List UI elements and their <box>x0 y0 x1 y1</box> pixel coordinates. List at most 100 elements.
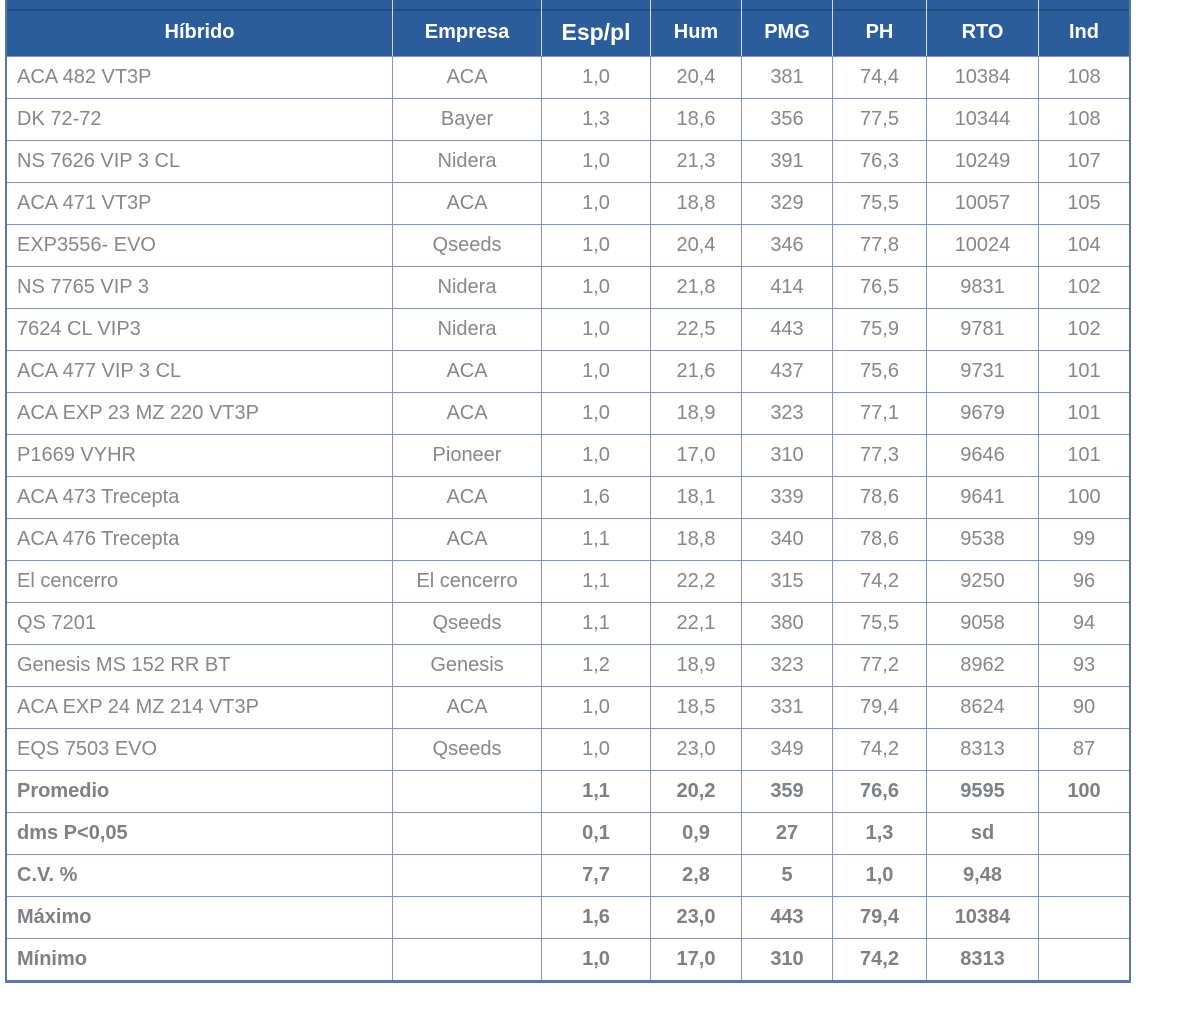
value-cell: 107 <box>1038 140 1130 183</box>
row-label-cell: NS 7626 VIP 3 CL <box>6 140 393 183</box>
row-label-cell: C.V. % <box>6 854 393 897</box>
value-cell: 17,0 <box>650 434 742 477</box>
value-cell <box>392 770 542 813</box>
value-cell: 1,6 <box>541 896 651 939</box>
value-cell: 1,0 <box>541 56 651 99</box>
row-label-cell: El cencerro <box>6 560 393 603</box>
value-cell: 94 <box>1038 602 1130 645</box>
row-label-cell: DK 72-72 <box>6 98 393 141</box>
table-header: Híbrido Empresa Esp/pl Hum PMG PH RTO Ind <box>6 0 1130 57</box>
table-row: ACA EXP 23 MZ 220 VT3P ACA 1,0 18,9 323 77,1 9… <box>6 392 1130 435</box>
value-cell: Bayer <box>392 98 542 141</box>
value-cell: 1,0 <box>541 350 651 393</box>
value-cell: 329 <box>741 182 833 225</box>
summary-row: C.V. % 7,7 2,8 5 1,0 9,48 <box>6 854 1130 897</box>
row-label-cell: 7624 CL VIP3 <box>6 308 393 351</box>
value-cell: 22,5 <box>650 308 742 351</box>
value-cell: 76,3 <box>832 140 927 183</box>
value-cell: 2,8 <box>650 854 742 897</box>
value-cell: 1,0 <box>541 308 651 351</box>
table-row: QS 7201 Qseeds 1,1 22,1 380 75,5 9058 94 <box>6 602 1130 645</box>
value-cell: 1,0 <box>541 266 651 309</box>
table-row: P1669 VYHR Pioneer 1,0 17,0 310 77,3 9646 101 <box>6 434 1130 477</box>
value-cell <box>1038 854 1130 897</box>
value-cell: 10384 <box>926 896 1039 939</box>
value-cell: 7,7 <box>541 854 651 897</box>
value-cell: 1,0 <box>541 140 651 183</box>
value-cell: 1,1 <box>541 770 651 813</box>
value-cell: ACA <box>392 518 542 561</box>
value-cell: 108 <box>1038 56 1130 99</box>
row-label-cell: P1669 VYHR <box>6 434 393 477</box>
value-cell: 1,1 <box>541 602 651 645</box>
table-row: ACA 476 Trecepta ACA 1,1 18,8 340 78,6 9538 99 <box>6 518 1130 561</box>
value-cell: 9,48 <box>926 854 1039 897</box>
table-container: Híbrido Empresa Esp/pl Hum PMG PH RTO Ind ACA 4… <box>5 0 1131 983</box>
value-cell: 75,9 <box>832 308 927 351</box>
value-cell: Pioneer <box>392 434 542 477</box>
column-header-pmg: PMG <box>741 0 833 57</box>
value-cell: 346 <box>741 224 833 267</box>
value-cell: 8313 <box>926 728 1039 771</box>
value-cell: 96 <box>1038 560 1130 603</box>
table-row: DK 72-72 Bayer 1,3 18,6 356 77,5 10344 108 <box>6 98 1130 141</box>
value-cell: 18,9 <box>650 644 742 687</box>
value-cell: 1,1 <box>541 560 651 603</box>
value-cell <box>1038 938 1130 982</box>
value-cell: Qseeds <box>392 728 542 771</box>
value-cell: 17,0 <box>650 938 742 982</box>
value-cell: 76,6 <box>832 770 927 813</box>
value-cell: 75,6 <box>832 350 927 393</box>
value-cell: 9595 <box>926 770 1039 813</box>
row-label-cell: EXP3556- EVO <box>6 224 393 267</box>
value-cell: 1,0 <box>541 728 651 771</box>
value-cell: 102 <box>1038 308 1130 351</box>
value-cell: 79,4 <box>832 896 927 939</box>
value-cell: 443 <box>741 308 833 351</box>
row-label-cell: ACA 477 VIP 3 CL <box>6 350 393 393</box>
value-cell: 23,0 <box>650 896 742 939</box>
value-cell: ACA <box>392 350 542 393</box>
row-label-cell: QS 7201 <box>6 602 393 645</box>
table-row: 7624 CL VIP3 Nidera 1,0 22,5 443 75,9 9781 102 <box>6 308 1130 351</box>
value-cell: 1,3 <box>541 98 651 141</box>
value-cell: 76,5 <box>832 266 927 309</box>
value-cell: 381 <box>741 56 833 99</box>
value-cell: 414 <box>741 266 833 309</box>
value-cell: 323 <box>741 644 833 687</box>
value-cell: Genesis <box>392 644 542 687</box>
value-cell: 101 <box>1038 392 1130 435</box>
value-cell: 10024 <box>926 224 1039 267</box>
value-cell: ACA <box>392 476 542 519</box>
table-row: ACA 471 VT3P ACA 1,0 18,8 329 75,5 10057 105 <box>6 182 1130 225</box>
value-cell <box>392 896 542 939</box>
value-cell: El cencerro <box>392 560 542 603</box>
value-cell: 9731 <box>926 350 1039 393</box>
value-cell: 18,8 <box>650 518 742 561</box>
value-cell: 340 <box>741 518 833 561</box>
value-cell: 99 <box>1038 518 1130 561</box>
value-cell: 77,8 <box>832 224 927 267</box>
table-row: NS 7765 VIP 3 Nidera 1,0 21,8 414 76,5 9831 102 <box>6 266 1130 309</box>
value-cell: ACA <box>392 182 542 225</box>
value-cell: 20,4 <box>650 56 742 99</box>
summary-row: dms P<0,05 0,1 0,9 27 1,3 sd <box>6 812 1130 855</box>
table-row: EXP3556- EVO Qseeds 1,0 20,4 346 77,8 10024 104 <box>6 224 1130 267</box>
table-row: EQS 7503 EVO Qseeds 1,0 23,0 349 74,2 8313 87 <box>6 728 1130 771</box>
value-cell: 77,5 <box>832 98 927 141</box>
value-cell: 8624 <box>926 686 1039 729</box>
table-row: ACA 477 VIP 3 CL ACA 1,0 21,6 437 75,6 9731 101 <box>6 350 1130 393</box>
column-header-hum: Hum <box>650 0 742 57</box>
value-cell: 90 <box>1038 686 1130 729</box>
value-cell: 380 <box>741 602 833 645</box>
table-row: El cencerro El cencerro 1,1 22,2 315 74,2 9250… <box>6 560 1130 603</box>
value-cell: 77,3 <box>832 434 927 477</box>
value-cell: 9679 <box>926 392 1039 435</box>
value-cell: 1,0 <box>541 434 651 477</box>
value-cell: 78,6 <box>832 518 927 561</box>
value-cell: 87 <box>1038 728 1130 771</box>
row-label-cell: Promedio <box>6 770 393 813</box>
value-cell: 22,2 <box>650 560 742 603</box>
value-cell: 77,2 <box>832 644 927 687</box>
value-cell: 1,2 <box>541 644 651 687</box>
